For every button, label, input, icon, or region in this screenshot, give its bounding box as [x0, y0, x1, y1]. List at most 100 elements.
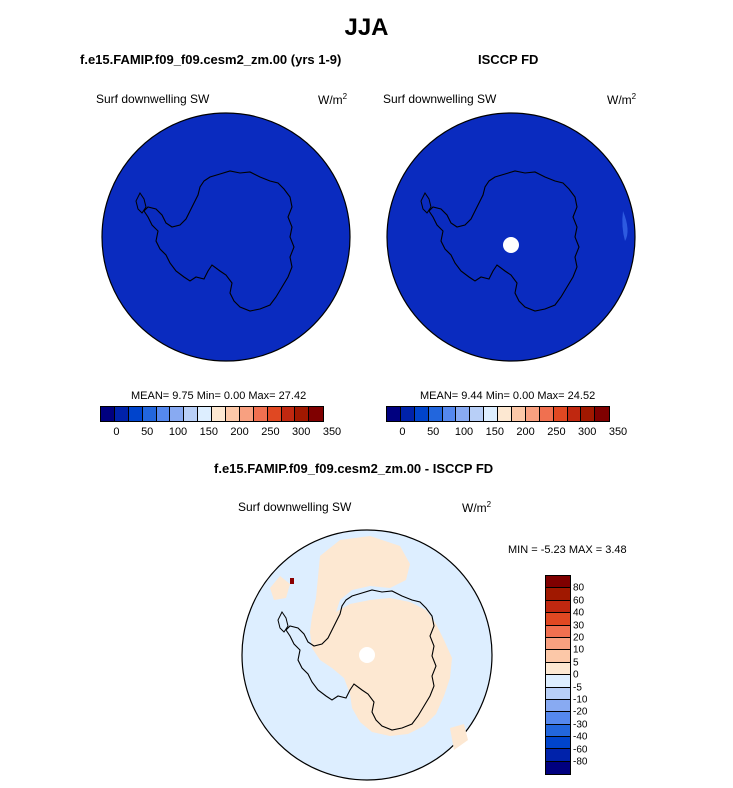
panel-1-colorbar-box: [295, 407, 310, 421]
panel-3-positive-region: [310, 536, 452, 736]
panel-3-peninsula-islands: [277, 611, 289, 633]
panel-2-map: [386, 112, 636, 362]
panel-2-stats: MEAN= 9.44 Min= 0.00 Max= 24.52: [420, 390, 596, 402]
panel-3-colorbar-box: [546, 699, 570, 713]
panel-3-colorbar-tick: 5: [573, 657, 579, 669]
panel-2-colorbar-tick: 300: [578, 426, 597, 438]
panel-2-colorbar-tick: 150: [485, 426, 504, 438]
panel-1-colorbar-box: [198, 407, 213, 421]
panel-1-map: [101, 112, 351, 362]
panel-3-positive-patch-west: [270, 576, 290, 600]
panel-3-colorbar-tick: 30: [573, 620, 585, 632]
panel-2-colorbar-box: [512, 407, 526, 421]
panel-1-colorbar-box: [212, 407, 227, 421]
panel-1-colorbar-box: [101, 407, 115, 421]
panel-3-colorbar-tick: 0: [573, 669, 579, 681]
panel-1-colorbar: [100, 406, 325, 422]
panel-1-colorbar-tick: 150: [199, 426, 218, 438]
panel-1-variable-label: Surf downwelling SW: [96, 92, 210, 106]
panel-2-colorbar-box: [470, 407, 485, 421]
panel-3-colorbar-tick: 40: [573, 607, 585, 619]
panel-1-colorbar-tick: 100: [168, 426, 188, 438]
panel-2-colorbar-tick: 200: [516, 426, 535, 438]
panel-3-colorbar-box: [546, 675, 570, 688]
panel-1-colorbar-tick: 250: [261, 426, 280, 438]
panel-3-colorbar-box: [546, 737, 570, 750]
panel-2-colorbar-box: [539, 407, 554, 421]
panel-2-pole-hole: [503, 237, 519, 253]
panel-3-units: W/m2: [462, 500, 492, 515]
panel-3-colorbar-box: [546, 712, 570, 725]
panel-3-colorbar-tick: -5: [573, 682, 582, 694]
panel-1-colorbar-box: [114, 407, 129, 421]
panel-1-colorbar-box: [226, 407, 240, 421]
panel-3-variable-label: Surf downwelling SW: [238, 500, 352, 514]
panel-1-colorbar-tick: 300: [292, 426, 311, 438]
panel-1-colorbar-tick: 350: [322, 426, 342, 438]
panel-3-colorbar-box: [546, 687, 570, 700]
panel-3-colorbar-box: [546, 650, 570, 663]
panel-3-colorbar-tick: 60: [573, 595, 585, 607]
panel-3-map: [241, 529, 493, 781]
panel-1-colorbar-box: [142, 407, 157, 421]
panel-1-colorbar-box: [253, 407, 268, 421]
panel-3-colorbar-box: [546, 724, 570, 738]
panel-2-title: ISCCP FD: [478, 52, 539, 67]
panel-3-colorbar-box: [546, 761, 570, 775]
panel-3-colorbar-tick: 20: [573, 632, 585, 644]
panel-1-title: f.e15.FAMIP.f09_f09.cesm2_zm.00 (yrs 1-9…: [80, 52, 342, 67]
panel-2-colorbar-box: [484, 407, 499, 421]
panel-3-colorbar-tick: -10: [573, 694, 588, 706]
panel-2-colorbar-box: [581, 407, 596, 421]
panel-2-colorbar-box: [595, 407, 610, 421]
panel-3-colorbar-box: [546, 662, 570, 676]
panel-3-colorbar-tick: -20: [573, 706, 588, 718]
panel-3-colorbar-tick: 10: [573, 644, 585, 656]
panel-1-colorbar-box: [156, 407, 171, 421]
panel-2-colorbar-box: [553, 407, 568, 421]
panel-3-colorbar-tick: -40: [573, 731, 588, 743]
panel-1-stats: MEAN= 9.75 Min= 0.00 Max= 27.42: [131, 390, 307, 402]
panel-3-colorbar-tick: -60: [573, 744, 588, 756]
panel-2-colorbar-box: [428, 407, 443, 421]
figure-title: JJA: [344, 14, 389, 41]
panel-2-colorbar-box: [525, 407, 540, 421]
panel-3-stats: MIN = -5.23 MAX = 3.48: [508, 544, 627, 556]
panel-2-edge-patch: [622, 211, 628, 241]
panel-3-colorbar-box: [546, 613, 570, 626]
panel-2-colorbar-tick: 50: [427, 426, 440, 438]
panel-1-antarctica-coastline: [143, 170, 295, 312]
panel-3-colorbar-box: [546, 600, 570, 614]
panel-3-colorbar-tick: 80: [573, 582, 585, 594]
panel-2-colorbar-tick: 100: [454, 426, 474, 438]
panel-2-colorbar-box: [456, 407, 471, 421]
panel-1-colorbar-box: [170, 407, 185, 421]
panel-1-units: W/m2: [318, 92, 348, 107]
panel-3-pole-hole: [359, 647, 375, 663]
panel-2-colorbar: [386, 406, 611, 422]
panel-2-colorbar-box: [414, 407, 429, 421]
panel-3-colorbar-tick: -30: [573, 719, 588, 731]
panel-1-colorbar-box: [309, 407, 324, 421]
panel-1-colorbar-box: [267, 407, 282, 421]
panel-2-colorbar-tick: 0: [399, 426, 406, 438]
panel-2-variable-label: Surf downwelling SW: [383, 92, 497, 106]
panel-1-colorbar-tick: 0: [113, 426, 120, 438]
panel-1-peninsula-islands: [135, 192, 147, 214]
panel-2-antarctica-coastline: [428, 170, 580, 312]
panel-1-colorbar-tick: 200: [230, 426, 249, 438]
panel-1-colorbar-box: [184, 407, 199, 421]
panel-1-colorbar-box: [239, 407, 254, 421]
panel-3-colorbar-box: [546, 749, 570, 762]
panel-3-colorbar-box: [546, 625, 570, 638]
panel-3-title: f.e15.FAMIP.f09_f09.cesm2_zm.00 - ISCCP …: [214, 461, 494, 476]
panel-3-colorbar-box: [546, 588, 570, 601]
panel-1-ocean-field: [101, 112, 351, 362]
panel-3-colorbar-tick: -80: [573, 756, 588, 768]
panel-3-positive-patch-east: [450, 724, 468, 750]
panel-1-colorbar-tick: 50: [141, 426, 154, 438]
panel-3-small-patch: [290, 578, 294, 584]
panel-2-colorbar-box: [442, 407, 457, 421]
panel-2-colorbar-box: [498, 407, 513, 421]
panel-2-peninsula-islands: [420, 192, 432, 214]
